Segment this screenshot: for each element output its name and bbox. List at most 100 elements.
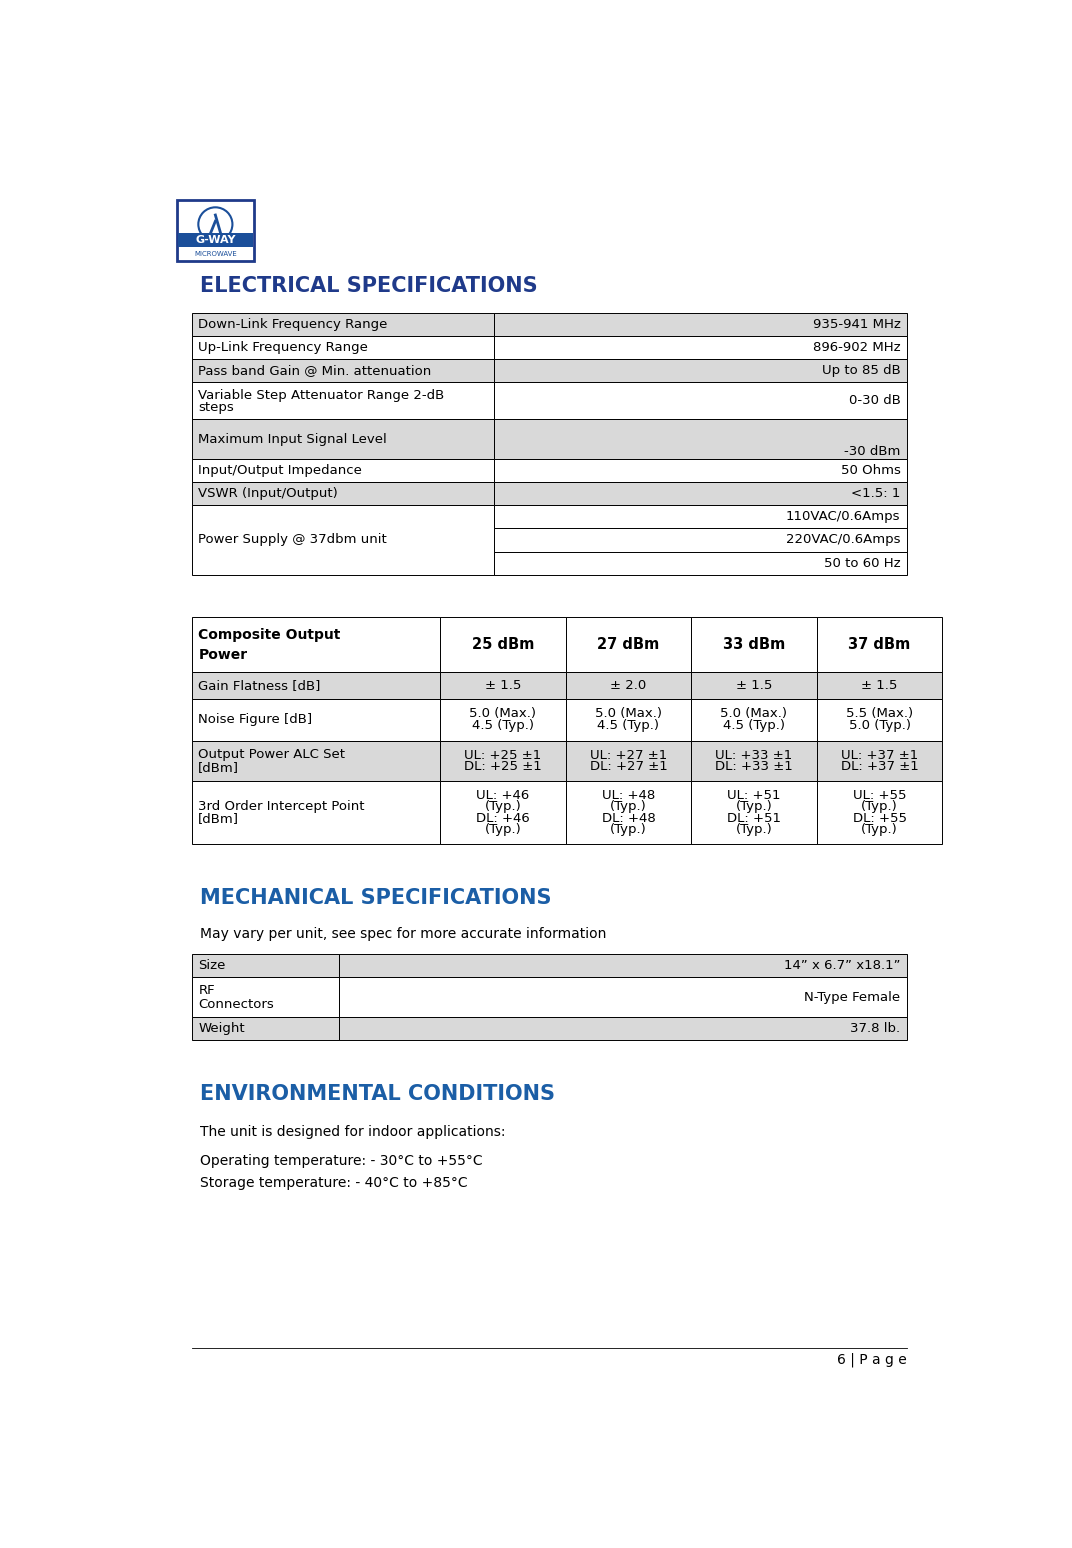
Bar (192, 359, 494, 382)
Bar (494, 505, 907, 528)
Text: G-WAY: G-WAY (194, 234, 237, 246)
Text: 37 dBm: 37 dBm (848, 638, 911, 652)
Text: Pass band Gain @ Min. attenuation: Pass band Gain @ Min. attenuation (198, 364, 432, 378)
Bar (192, 382, 494, 420)
Text: 110VAC/0.6Amps: 110VAC/0.6Amps (786, 511, 900, 523)
Bar (691, 672, 817, 698)
Bar (340, 1017, 907, 1040)
Bar (566, 672, 691, 698)
Bar (691, 782, 817, 844)
Bar (192, 460, 494, 483)
Text: Connectors: Connectors (198, 998, 274, 1011)
Text: The unit is designed for indoor applications:: The unit is designed for indoor applicat… (199, 1125, 505, 1139)
Text: ELECTRICAL SPECIFICATIONS: ELECTRICAL SPECIFICATIONS (199, 276, 537, 296)
Text: Up-Link Frequency Range: Up-Link Frequency Range (198, 341, 368, 354)
Bar (178, 234, 253, 248)
Text: [dBm]: [dBm] (198, 813, 239, 825)
Text: DL: +48: DL: +48 (601, 811, 655, 825)
Text: (Typ.): (Typ.) (735, 824, 772, 836)
Text: UL: +51: UL: +51 (727, 789, 780, 802)
Text: UL: +46: UL: +46 (476, 789, 530, 802)
Bar (494, 460, 907, 483)
Text: [dBm]: [dBm] (198, 760, 239, 774)
Text: Down-Link Frequency Range: Down-Link Frequency Range (198, 317, 388, 331)
Text: (Typ.): (Typ.) (610, 824, 646, 836)
Text: (Typ.): (Typ.) (485, 824, 521, 836)
Bar (441, 672, 566, 698)
Text: 935-941 MHz: 935-941 MHz (813, 317, 900, 331)
Text: Variable Step Attenuator Range 2-dB: Variable Step Attenuator Range 2-dB (198, 389, 445, 401)
Text: (Typ.): (Typ.) (610, 800, 646, 813)
Bar (494, 336, 907, 359)
Text: 14” x 6.7” x18.1”: 14” x 6.7” x18.1” (784, 960, 900, 972)
Text: May vary per unit, see spec for more accurate information: May vary per unit, see spec for more acc… (199, 927, 607, 941)
Bar (441, 782, 566, 844)
Bar (817, 672, 942, 698)
Text: 5.0 (Max.): 5.0 (Max.) (720, 707, 788, 720)
Text: UL: +55: UL: +55 (853, 789, 906, 802)
Bar (192, 1017, 340, 1040)
Bar (817, 741, 942, 782)
Text: DL: +25 ±1: DL: +25 ±1 (464, 760, 541, 772)
Bar (817, 618, 942, 672)
Bar (177, 200, 254, 262)
Text: 3rd Order Intercept Point: 3rd Order Intercept Point (198, 800, 364, 813)
Text: DL: +33 ±1: DL: +33 ±1 (715, 760, 793, 772)
Bar (817, 782, 942, 844)
Text: ± 1.5: ± 1.5 (862, 680, 897, 692)
Bar (192, 505, 494, 574)
Text: Power Supply @ 37dbm unit: Power Supply @ 37dbm unit (198, 534, 387, 546)
Bar (192, 741, 441, 782)
Text: (Typ.): (Typ.) (861, 800, 898, 813)
Text: Operating temperature: - 30°C to +55°C: Operating temperature: - 30°C to +55°C (199, 1155, 482, 1169)
Bar (566, 698, 691, 741)
Bar (494, 359, 907, 382)
Text: Storage temperature: - 40°C to +85°C: Storage temperature: - 40°C to +85°C (199, 1176, 467, 1190)
Bar (817, 698, 942, 741)
Text: 0-30 dB: 0-30 dB (849, 395, 900, 407)
Text: MICROWAVE: MICROWAVE (194, 251, 237, 257)
Text: 33 dBm: 33 dBm (723, 638, 785, 652)
Bar (494, 483, 907, 505)
Bar (566, 618, 691, 672)
Bar (340, 954, 907, 977)
Bar (192, 420, 494, 460)
Text: DL: +46: DL: +46 (476, 811, 530, 825)
Text: 4.5 (Typ.): 4.5 (Typ.) (597, 718, 659, 732)
Text: ENVIRONMENTAL CONDITIONS: ENVIRONMENTAL CONDITIONS (199, 1084, 555, 1104)
Bar (192, 618, 441, 672)
Text: <1.5: 1: <1.5: 1 (851, 488, 900, 500)
Bar (494, 551, 907, 574)
Text: 5.0 (Max.): 5.0 (Max.) (470, 707, 536, 720)
Text: (Typ.): (Typ.) (861, 824, 898, 836)
Text: N-Type Female: N-Type Female (804, 991, 900, 1003)
Bar (192, 977, 340, 1017)
Text: 6 | P a g e: 6 | P a g e (837, 1353, 907, 1367)
Text: 5.0 (Typ.): 5.0 (Typ.) (849, 718, 910, 732)
Text: DL: +27 ±1: DL: +27 ±1 (590, 760, 668, 772)
Text: UL: +48: UL: +48 (601, 789, 655, 802)
Text: 50 to 60 Hz: 50 to 60 Hz (824, 557, 900, 570)
Bar (192, 954, 340, 977)
Text: RF: RF (198, 983, 215, 997)
Text: DL: +51: DL: +51 (727, 811, 781, 825)
Text: MECHANICAL SPECIFICATIONS: MECHANICAL SPECIFICATIONS (199, 889, 551, 909)
Text: -30 dBm: -30 dBm (844, 444, 900, 458)
Bar (494, 313, 907, 336)
Text: Power: Power (198, 647, 248, 661)
Bar (691, 618, 817, 672)
Text: Gain Flatness [dB]: Gain Flatness [dB] (198, 680, 321, 692)
Bar (441, 698, 566, 741)
Text: 27 dBm: 27 dBm (597, 638, 659, 652)
Text: VSWR (Input/Output): VSWR (Input/Output) (198, 488, 338, 500)
Bar (441, 741, 566, 782)
Bar (566, 782, 691, 844)
Text: 5.5 (Max.): 5.5 (Max.) (846, 707, 913, 720)
Text: (Typ.): (Typ.) (735, 800, 772, 813)
Text: 5.0 (Max.): 5.0 (Max.) (595, 707, 661, 720)
Bar (441, 618, 566, 672)
Text: UL: +25 ±1: UL: +25 ±1 (464, 749, 541, 762)
Text: Up to 85 dB: Up to 85 dB (822, 364, 900, 378)
Text: ± 1.5: ± 1.5 (485, 680, 521, 692)
Text: UL: +37 ±1: UL: +37 ±1 (840, 749, 919, 762)
